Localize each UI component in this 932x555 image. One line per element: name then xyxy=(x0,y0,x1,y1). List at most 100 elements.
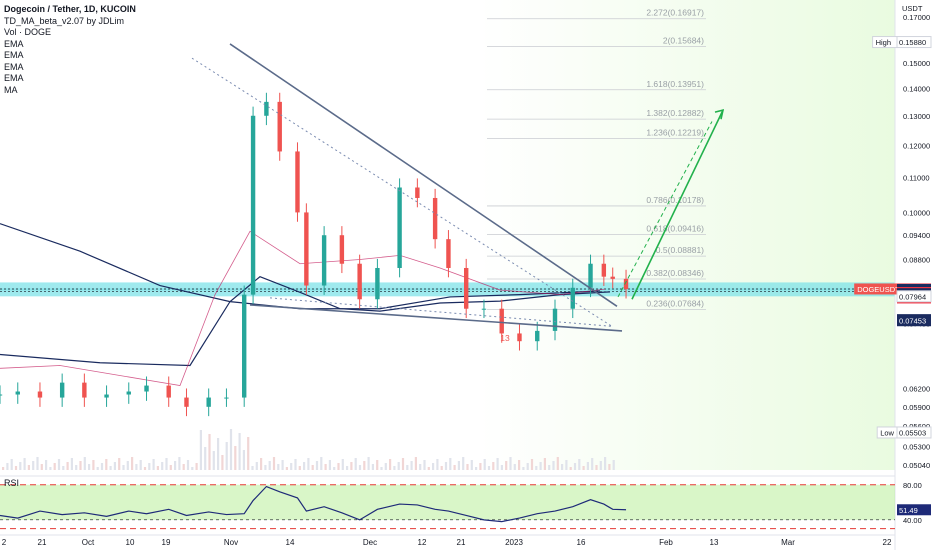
candle xyxy=(144,385,149,392)
time-tick-label: 2023 xyxy=(505,538,523,547)
volume-bar xyxy=(255,462,258,470)
volume-bar xyxy=(526,463,529,470)
volume-bar xyxy=(552,461,555,470)
candle xyxy=(552,308,558,331)
time-tick-label: 13 xyxy=(710,538,719,547)
volume-bar xyxy=(109,466,112,470)
indicator-ema-4[interactable]: EMA xyxy=(4,73,24,83)
volume-bar xyxy=(204,447,207,470)
candle xyxy=(304,212,309,286)
volume-bar xyxy=(389,459,392,470)
volume-bar xyxy=(341,459,344,470)
volume-bar xyxy=(148,463,151,470)
fib-level-label: 0.618(0.09416) xyxy=(646,224,704,234)
price-label-tag-text: High xyxy=(876,38,891,47)
volume-bar xyxy=(165,458,168,470)
volume-bar xyxy=(483,459,486,470)
time-tick-label: Dec xyxy=(363,538,377,547)
volume-bar xyxy=(565,460,568,470)
indicator-ema-3[interactable]: EMA xyxy=(4,61,24,72)
chart-legend: Dogecoin / Tether, 1D, KUCOIN TD_MA_beta… xyxy=(4,4,136,96)
wedge-upper-line xyxy=(229,43,618,307)
volume-bar xyxy=(62,466,65,470)
candle xyxy=(588,263,593,288)
volume-bar xyxy=(251,466,254,470)
volume-bar xyxy=(272,457,276,470)
candle xyxy=(535,330,540,342)
candle xyxy=(264,101,269,116)
fib-level-label: 0.382(0.08346) xyxy=(646,268,704,278)
volume-bar xyxy=(88,464,91,470)
indicator-ema-2[interactable]: EMA xyxy=(4,50,24,60)
volume-bar xyxy=(608,464,611,470)
price-label-value: 0.07453 xyxy=(899,317,926,326)
candle xyxy=(623,278,629,290)
fib-level-label: 2(0.15684) xyxy=(663,36,704,46)
indicator-td-ma[interactable]: TD_MA_beta_v2.07 by JDLim xyxy=(4,15,125,26)
candle xyxy=(277,101,282,152)
time-axis: 2 21 Oct 10 19 Nov 14 Dec 12 21 2023 16 Feb 13 Mar 22 xyxy=(0,534,895,547)
volume-bar xyxy=(122,465,125,470)
volume-bar xyxy=(229,429,233,470)
price-label-tag xyxy=(872,36,898,49)
volume-bar xyxy=(505,461,508,470)
rsi-value-box xyxy=(897,504,931,516)
rsi-label[interactable]: RSI xyxy=(4,478,20,488)
price-label-tag xyxy=(854,283,897,295)
time-tick-label: 21 xyxy=(457,538,466,547)
volume-bar xyxy=(414,457,417,470)
volume-bar xyxy=(500,465,503,470)
volume-bar xyxy=(298,466,301,470)
volume-bar xyxy=(23,458,26,470)
volume-bar xyxy=(535,466,538,470)
volume-bar xyxy=(350,462,353,470)
volume-bar xyxy=(2,467,5,470)
volume-bar xyxy=(363,461,366,470)
volume-bar xyxy=(10,459,13,470)
price-label-tag-text: Low xyxy=(880,428,894,437)
volume-bar xyxy=(376,460,379,470)
chart-title[interactable]: Dogecoin / Tether, 1D, KUCOIN xyxy=(4,4,136,14)
plot-background xyxy=(480,0,895,470)
price-tick-label: 0.09400 xyxy=(903,231,930,240)
volume-bar xyxy=(49,467,52,470)
volume-bar xyxy=(479,463,482,470)
volume-bar xyxy=(105,459,108,470)
price-tick-label: 0.11000 xyxy=(903,173,930,182)
price-label-box xyxy=(897,315,931,327)
candles xyxy=(0,92,629,417)
candle xyxy=(37,391,43,398)
price-label-value: 0.15880 xyxy=(899,38,926,47)
volume-bar xyxy=(221,455,224,470)
volume-bar xyxy=(66,462,69,470)
indicator-ema-1[interactable]: EMA xyxy=(4,38,24,49)
time-tick-label: 14 xyxy=(286,538,295,547)
volume-bar xyxy=(578,459,581,470)
volume-bar xyxy=(92,460,95,470)
volume-bar xyxy=(569,467,572,470)
volume-bar xyxy=(543,458,546,470)
volume-bar xyxy=(32,461,35,470)
volume-bar xyxy=(19,462,22,470)
price-label-value: 0.07964 xyxy=(899,292,926,301)
time-tick-label: Oct xyxy=(82,538,95,547)
price-tick-label: 0.05040 xyxy=(903,461,930,470)
volume-bar xyxy=(539,462,542,470)
volume-bar xyxy=(470,460,473,470)
candle xyxy=(321,235,327,286)
volume-bar xyxy=(27,465,30,470)
projection-arrow-dashed xyxy=(617,121,713,298)
volume-bar xyxy=(113,462,116,470)
candle xyxy=(15,391,20,395)
volume-bar xyxy=(212,451,215,470)
indicator-volume[interactable]: Vol · DOGE xyxy=(4,27,52,37)
volume-bar xyxy=(453,465,456,470)
volume-bar xyxy=(238,433,241,470)
volume-bar xyxy=(174,461,177,470)
candle xyxy=(126,391,131,395)
indicator-ma[interactable]: MA xyxy=(4,84,18,95)
candle xyxy=(206,397,211,407)
volume-bar xyxy=(70,458,73,470)
